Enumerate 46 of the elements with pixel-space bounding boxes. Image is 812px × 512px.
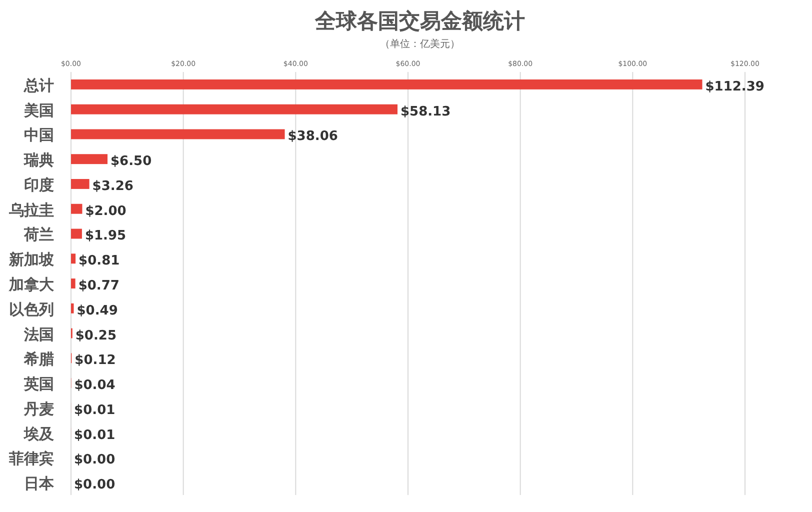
y-tick-label: 中国 <box>24 126 54 144</box>
bar <box>71 204 82 214</box>
bar <box>71 278 76 288</box>
data-label: $0.12 <box>74 353 116 368</box>
bar <box>71 154 108 164</box>
y-tick-label: 总计 <box>23 76 54 94</box>
y-tick-label: 埃及 <box>23 424 55 443</box>
bar <box>71 79 702 90</box>
y-tick-label: 丹麦 <box>23 400 54 418</box>
chart-subtitle: （单位：亿美元） <box>380 38 460 50</box>
data-label: $3.26 <box>92 178 134 194</box>
y-tick-label: 乌拉圭 <box>8 200 54 219</box>
bar <box>71 104 398 114</box>
data-label: $0.01 <box>74 402 116 418</box>
bar <box>71 129 285 140</box>
bar <box>71 228 82 239</box>
data-label: $38.06 <box>288 129 338 144</box>
y-tick-label: 荷兰 <box>23 226 54 244</box>
data-label: $2.00 <box>85 204 126 219</box>
chart-title: 全球各国交易金额统计 <box>314 9 525 33</box>
data-label: $0.04 <box>74 378 116 394</box>
bar <box>71 254 76 264</box>
data-label: $0.81 <box>78 254 120 269</box>
y-tick-label: 印度 <box>24 176 54 194</box>
y-tick-label: 美国 <box>23 101 54 120</box>
data-label: $6.50 <box>110 154 152 170</box>
y-tick-label: 菲律宾 <box>8 450 54 468</box>
y-tick-label: 希腊 <box>23 350 54 368</box>
data-label: $112.39 <box>705 79 764 94</box>
bar <box>71 178 90 189</box>
y-tick-label: 以色列 <box>9 300 54 318</box>
data-label: $0.01 <box>74 428 116 443</box>
y-tick-label: 日本 <box>24 474 55 493</box>
data-label: $58.13 <box>400 104 451 120</box>
data-label: $0.77 <box>78 278 120 294</box>
bar <box>71 303 74 314</box>
data-label: $0.49 <box>76 303 118 318</box>
y-tick-label: 英国 <box>23 375 54 394</box>
y-tick-label: 瑞典 <box>23 151 54 170</box>
data-label: $0.25 <box>75 328 117 344</box>
data-label: $0.00 <box>74 478 116 493</box>
y-tick-label: 加拿大 <box>8 276 55 294</box>
data-label: $0.00 <box>74 452 116 468</box>
data-label: $1.95 <box>84 228 126 244</box>
y-tick-label: 法国 <box>23 325 54 344</box>
y-tick-label: 新加坡 <box>8 250 55 269</box>
